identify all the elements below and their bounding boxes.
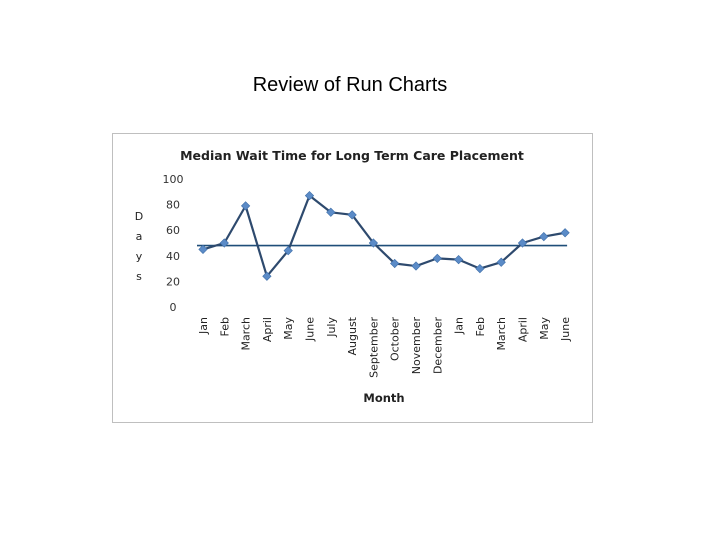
x-tick-label: June — [559, 317, 572, 342]
data-point — [262, 271, 272, 281]
x-tick-label: July — [325, 317, 338, 338]
data-point — [432, 253, 442, 263]
x-tick-label: April — [517, 317, 530, 342]
x-tick-label: Jan — [453, 317, 466, 335]
run-chart: Median Wait Time for Long Term Care Plac… — [135, 148, 572, 405]
data-point — [219, 238, 229, 248]
slide-title: Review of Run Charts — [252, 74, 448, 96]
x-tick-label: March — [495, 317, 508, 351]
data-point — [198, 244, 208, 255]
x-tick-label: April — [261, 317, 274, 342]
x-tick-label: Feb — [474, 317, 487, 336]
x-axis-title: Month — [363, 391, 404, 405]
data-point — [240, 201, 251, 211]
data-point — [347, 210, 357, 220]
data-point — [411, 261, 421, 271]
y-axis-title-letter: y — [136, 250, 143, 263]
x-tick-label: October — [389, 317, 402, 361]
data-point — [496, 257, 506, 267]
data-point — [560, 228, 570, 238]
data-point — [390, 258, 400, 269]
y-axis-title-letter: s — [136, 270, 142, 283]
data-points — [198, 191, 570, 281]
y-axis-ticks: 0 20 40 60 80 100 — [163, 173, 184, 314]
y-tick-label: 40 — [166, 250, 180, 263]
data-point — [475, 263, 485, 274]
data-point — [326, 207, 336, 217]
y-tick-label: 80 — [166, 199, 180, 212]
y-tick-label: 20 — [166, 275, 180, 288]
x-tick-label: December — [431, 317, 444, 375]
x-tick-label: September — [367, 317, 380, 378]
x-tick-label: Feb — [218, 317, 231, 336]
y-axis-title-letter: D — [135, 210, 143, 223]
data-point — [368, 238, 379, 248]
series-line — [202, 194, 566, 278]
chart-title: Median Wait Time for Long Term Care Plac… — [180, 148, 524, 163]
x-axis-ticks: Jan Feb March April May June July August Septemb… — [197, 316, 572, 377]
y-tick-label: 100 — [163, 173, 184, 186]
x-tick-label: May — [282, 317, 295, 340]
x-tick-label: August — [346, 316, 359, 355]
chart-area: Median Wait Time for Long Term Care Plac… — [112, 133, 593, 423]
x-tick-label: May — [538, 317, 551, 340]
data-point — [283, 246, 293, 256]
data-point — [304, 191, 315, 201]
y-tick-label: 60 — [166, 224, 180, 237]
x-tick-label: June — [304, 317, 317, 342]
x-tick-label: March — [240, 317, 253, 351]
data-point — [453, 255, 464, 265]
x-tick-label: November — [410, 317, 423, 375]
y-tick-label: 0 — [170, 301, 177, 314]
y-axis-title-letter: a — [136, 230, 143, 243]
x-tick-label: Jan — [197, 317, 210, 335]
data-point — [517, 238, 528, 248]
data-point — [539, 231, 549, 242]
